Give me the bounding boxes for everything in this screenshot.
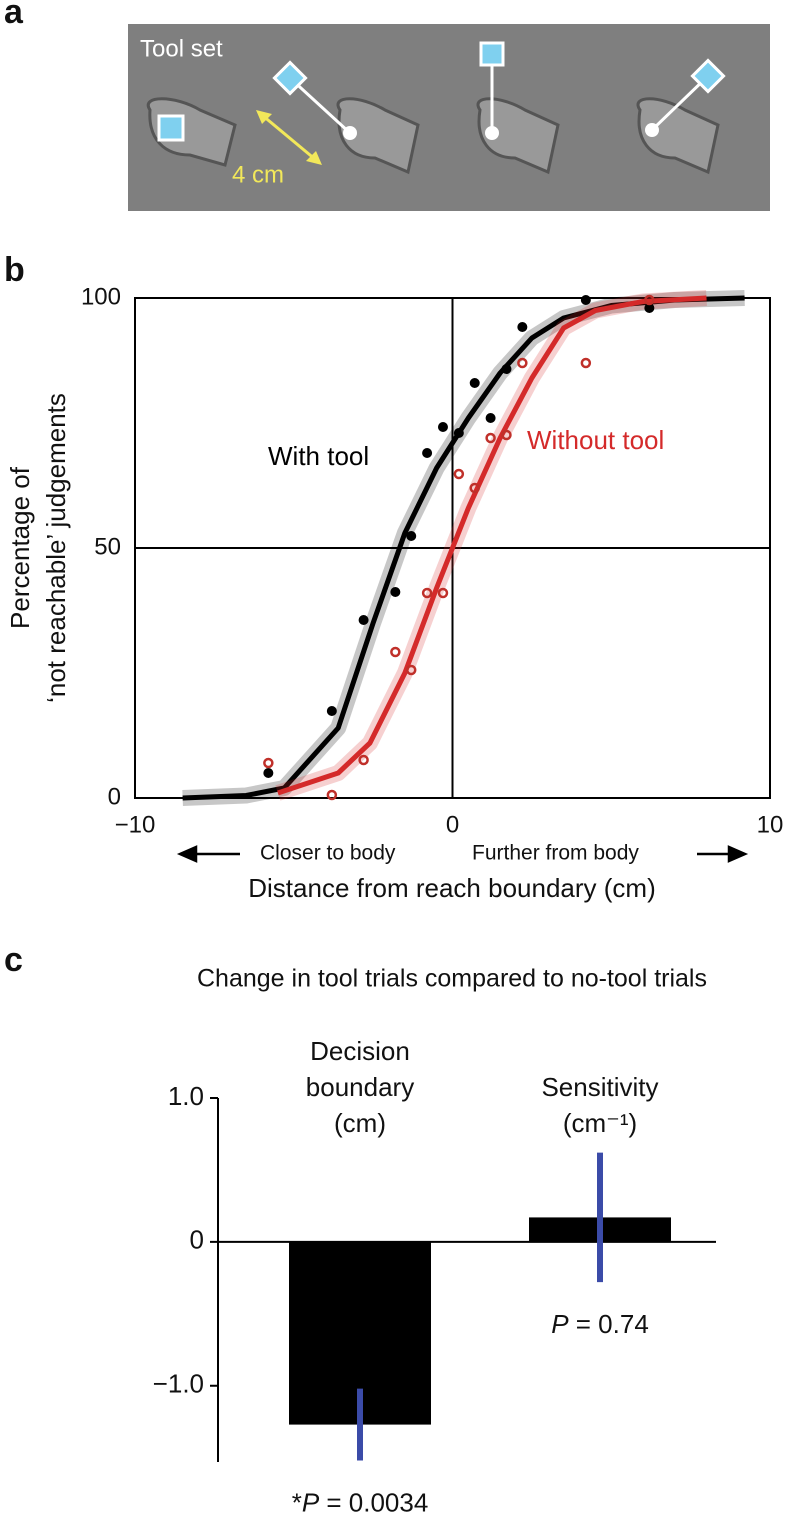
arrow — [176, 845, 240, 863]
chart-title: Change in tool trials compared to no-too… — [197, 965, 707, 993]
category-label: (cm) — [334, 1108, 386, 1138]
fit-line — [277, 295, 707, 796]
tool-set-diagram: Tool set 4 cm — [128, 24, 770, 211]
data-point — [263, 768, 274, 778]
data-point — [263, 757, 274, 769]
data-point — [485, 413, 496, 423]
data-point — [437, 587, 449, 599]
data-point — [580, 357, 592, 369]
data-point — [390, 587, 401, 597]
arrow — [697, 845, 749, 863]
data-point — [406, 531, 417, 541]
x-tick-label: 0 — [446, 811, 459, 838]
category-label: (cm⁻¹) — [563, 1108, 637, 1138]
data-point — [517, 357, 528, 369]
y-axis-label: ‘not reachable’ judgements — [41, 393, 71, 703]
y-tick-label: 100 — [81, 283, 121, 310]
y-tick-label: 0 — [108, 783, 121, 810]
x-axis-label: Distance from reach boundary (cm) — [248, 873, 655, 903]
diagram-title: Tool set — [140, 35, 223, 62]
direction-label: Closer to body — [260, 842, 396, 865]
data-point — [453, 468, 465, 480]
series-label: With tool — [268, 441, 369, 471]
y-tick-label: 50 — [94, 533, 121, 560]
direction-label: Further from body — [472, 842, 639, 865]
y-axis-label: Percentage of — [5, 466, 35, 629]
data-point — [390, 646, 401, 658]
panel-label: a — [4, 0, 24, 31]
category-label: Sensitivity — [541, 1072, 658, 1102]
data-point — [326, 789, 338, 801]
x-tick-label: 10 — [757, 811, 784, 838]
data-point — [485, 432, 496, 444]
category-label: boundary — [306, 1072, 414, 1102]
data-point — [517, 322, 528, 332]
data-point — [358, 754, 369, 766]
p-value-part: P — [551, 1309, 569, 1339]
y-tick-label: 1.0 — [168, 1081, 204, 1111]
data-point — [422, 448, 433, 458]
p-value-part: * — [292, 1487, 302, 1517]
data-point — [580, 295, 591, 305]
data-point — [326, 706, 337, 716]
scale-label: 4 cm — [232, 161, 284, 188]
data-point — [421, 587, 433, 599]
p-value-part: = 0.74 — [569, 1309, 649, 1339]
p-value-label: P = 0.74 — [551, 1309, 649, 1339]
p-value-label: *P = 0.0034 — [292, 1487, 429, 1517]
data-point — [358, 615, 369, 625]
data-point — [469, 482, 480, 494]
series-label: Without tool — [527, 425, 664, 455]
data-point — [405, 664, 417, 676]
data-point — [644, 294, 655, 306]
data-point — [501, 429, 512, 441]
y-tick-label: −1.0 — [153, 1369, 204, 1399]
x-tick-label: −10 — [115, 811, 156, 838]
data-point — [437, 422, 448, 432]
p-value-part: P — [302, 1487, 320, 1517]
y-tick-label: 0 — [190, 1225, 204, 1255]
panel-label: b — [4, 251, 25, 289]
data-point — [469, 378, 480, 388]
data-point — [644, 303, 655, 313]
p-value-part: = 0.0034 — [319, 1487, 428, 1517]
data-point — [453, 428, 464, 438]
category-label: Decision — [310, 1036, 410, 1066]
data-point — [501, 364, 512, 374]
panel-label: c — [4, 941, 23, 979]
